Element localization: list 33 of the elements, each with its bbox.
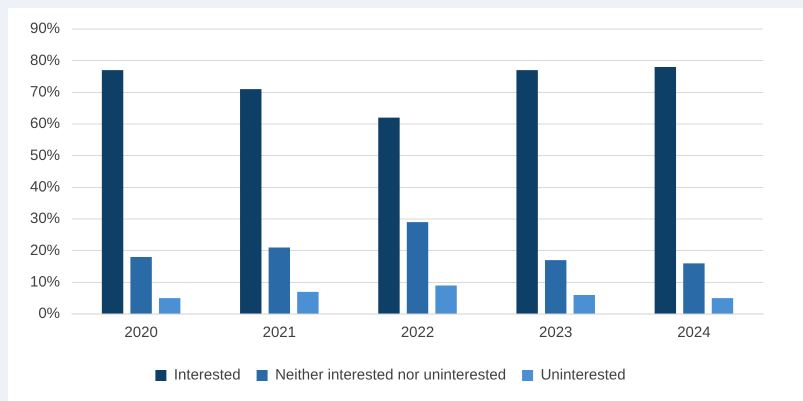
legend-label: Interested [174, 366, 241, 384]
y-tick-label: 20% [30, 242, 60, 259]
legend-label: Uninterested [540, 366, 626, 384]
x-tick-label: 2024 [677, 324, 711, 342]
y-tick-label: 0% [38, 305, 60, 322]
y-tick-label: 30% [30, 210, 60, 228]
bar [406, 222, 428, 314]
y-tick-label: 70% [30, 83, 60, 100]
y-tick-label: 60% [30, 115, 60, 132]
x-tick-label: 2021 [262, 324, 296, 342]
bar [297, 292, 319, 314]
x-tick-label: 2022 [400, 324, 434, 342]
y-tick-label: 80% [30, 52, 60, 69]
bar [574, 295, 595, 314]
bar [683, 263, 705, 314]
bar [130, 257, 152, 314]
bar [102, 70, 124, 314]
bar [268, 248, 290, 314]
x-tick-label: 2023 [539, 324, 572, 342]
bar [544, 260, 566, 314]
y-tick-label: 50% [30, 146, 60, 164]
x-tick-label: 2020 [124, 324, 158, 342]
bar [240, 89, 262, 314]
y-tick-label: 90% [30, 20, 60, 38]
bar [654, 67, 676, 314]
y-tick-label: 10% [30, 273, 60, 290]
bar [378, 118, 400, 314]
bar [158, 298, 180, 314]
bar [516, 70, 538, 314]
bar [712, 298, 734, 314]
legend-label: Neither interested nor uninterested [275, 366, 506, 384]
bar [435, 286, 457, 314]
y-tick-label: 40% [30, 178, 60, 196]
